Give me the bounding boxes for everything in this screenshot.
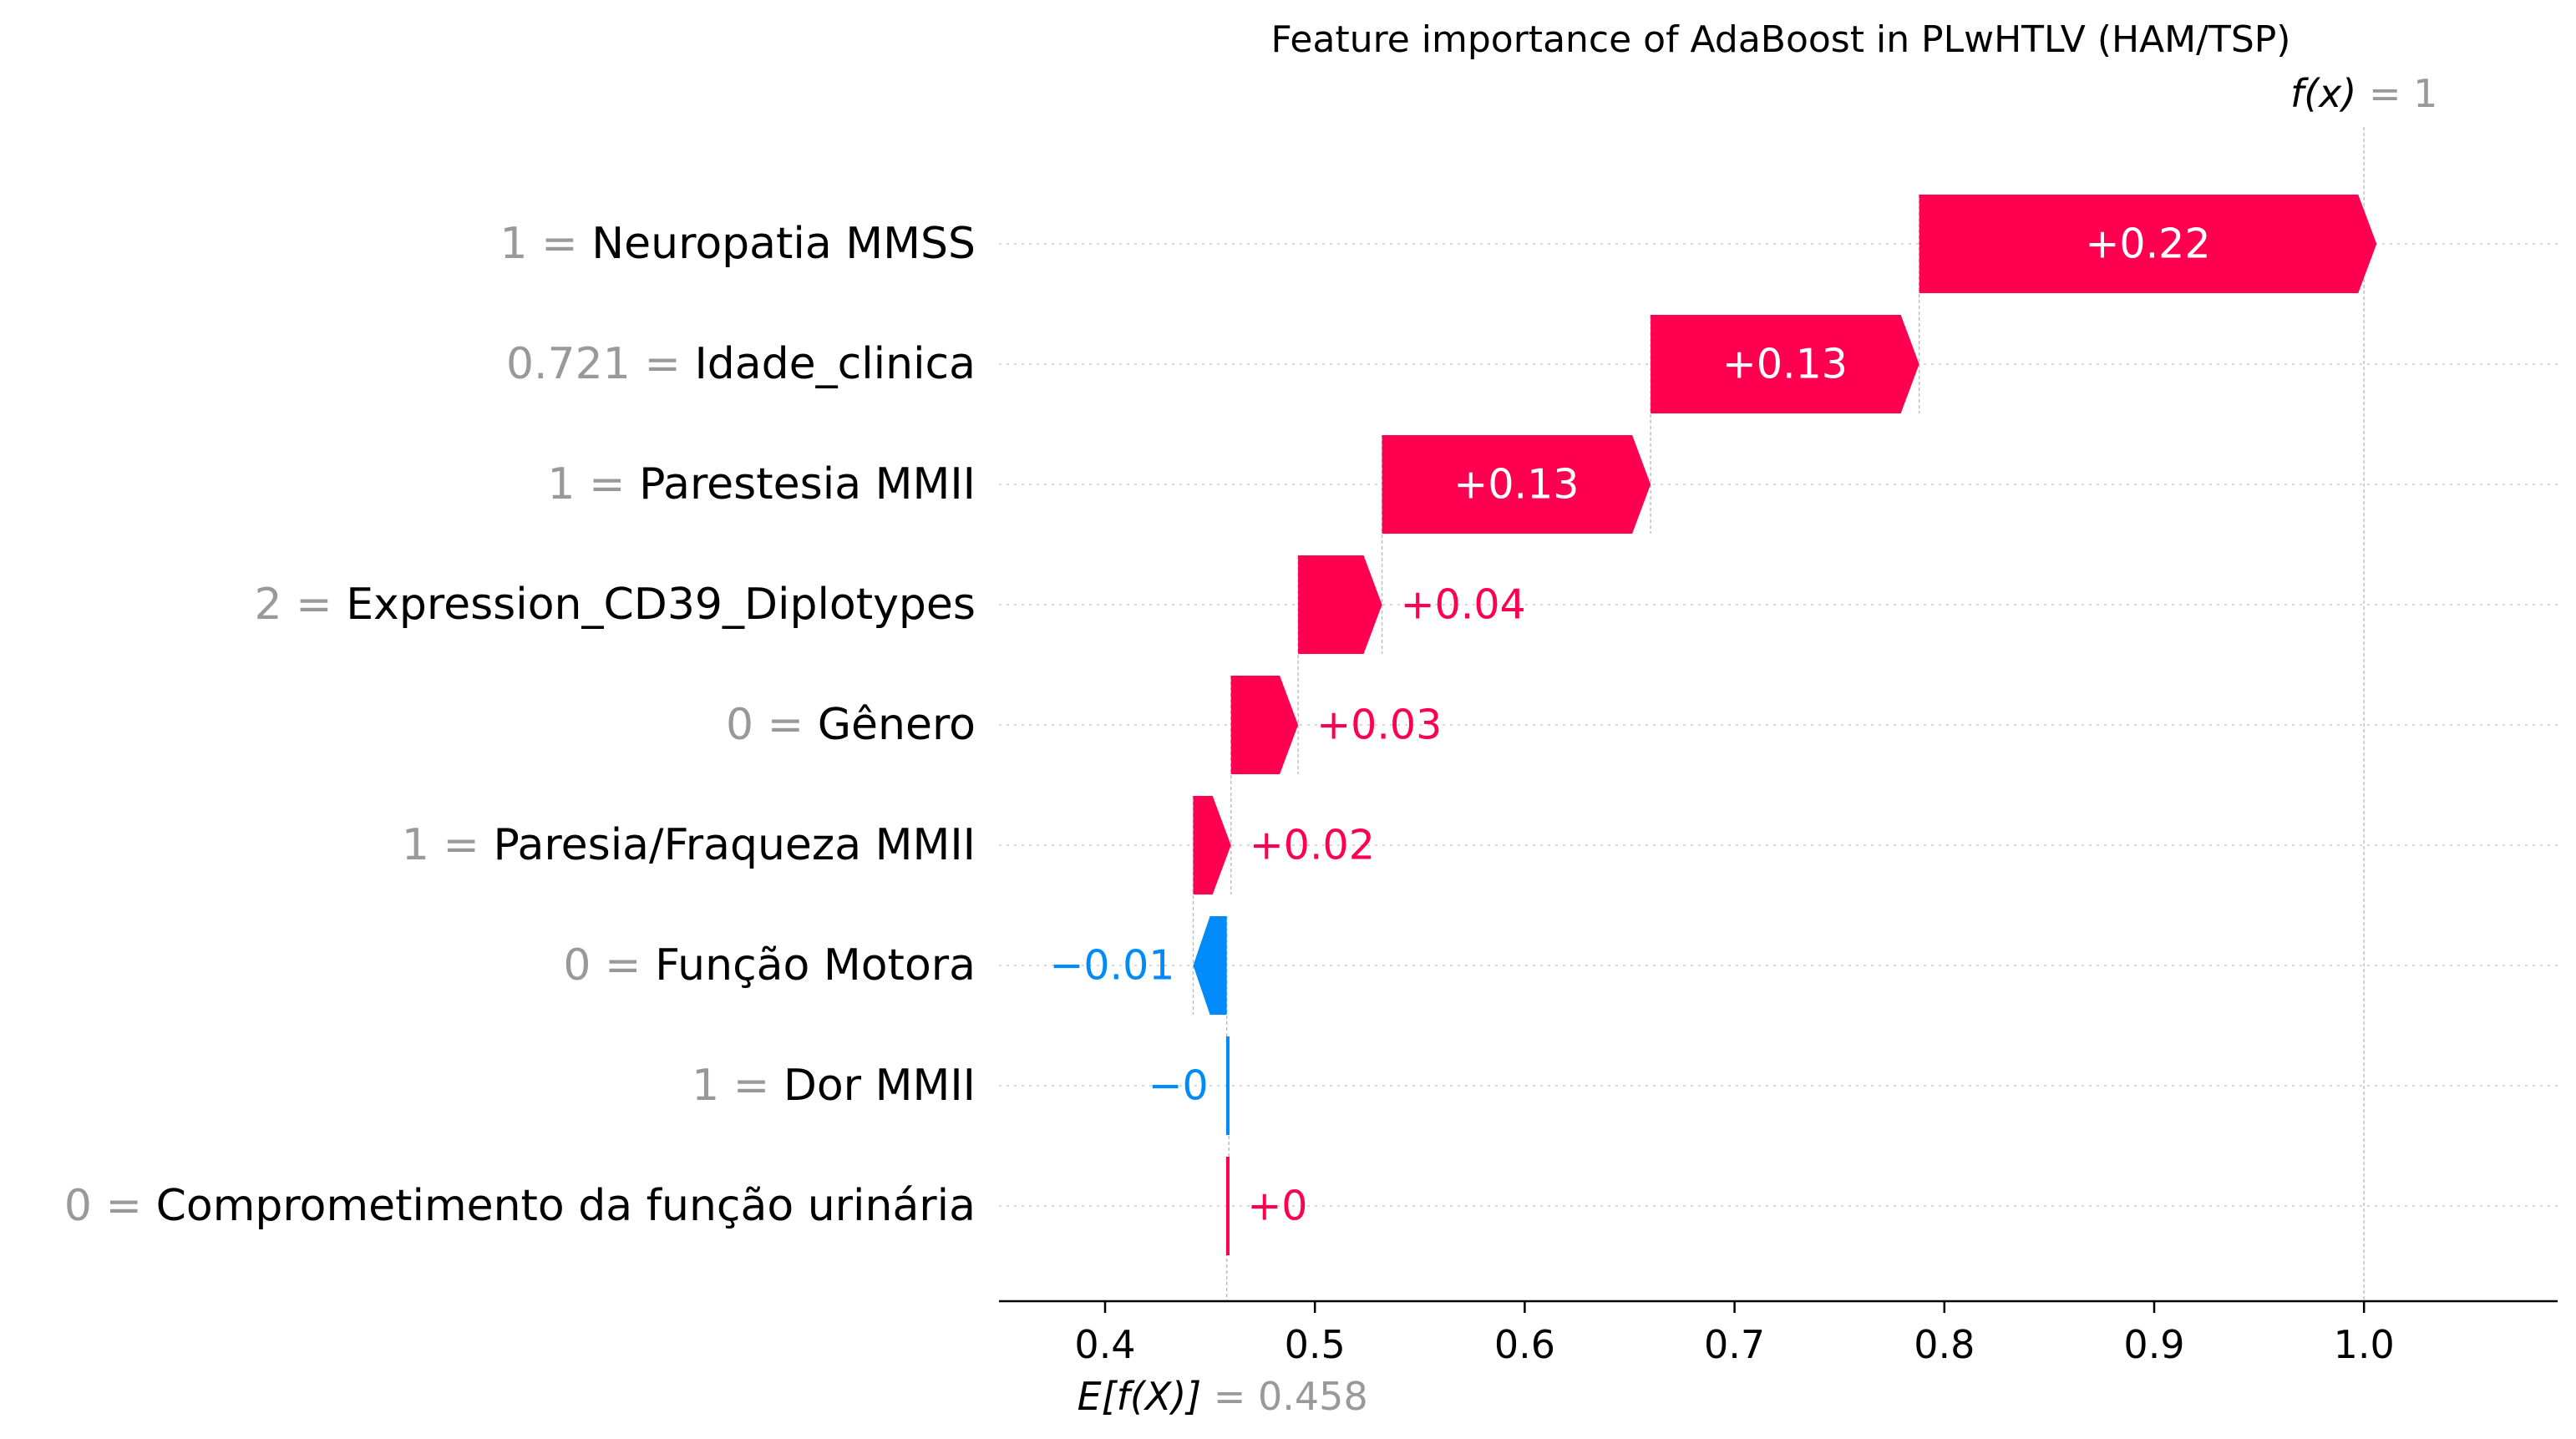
label-layer: +0.22 1 = Neuropatia MMSS +0.13 0.721 = Ida… <box>64 219 2211 1231</box>
feature-value: 0 = <box>726 700 818 750</box>
final-symbol: f(x) <box>2290 71 2369 116</box>
bar-value-label: +0.04 <box>1401 581 1526 629</box>
feature-value: 1 = <box>500 219 592 269</box>
feature-label: 0 = Função Motora <box>563 940 976 991</box>
bar-value-label: +0.13 <box>1722 341 1848 388</box>
bar-layer <box>1193 195 2377 1255</box>
feature-bar <box>1382 435 1651 534</box>
x-tick-label: 0.9 <box>2123 1322 2184 1367</box>
feature-label: 1 = Dor MMII <box>692 1061 976 1111</box>
base-value-annotation: E[f(X)] = 0.458 <box>1078 1374 1368 1419</box>
feature-name: Parestesia MMII <box>639 459 976 509</box>
final-value-annotation: f(x) = 1 <box>2290 71 2437 116</box>
feature-bar <box>1919 195 2377 293</box>
feature-value: 1 = <box>402 820 494 870</box>
feature-value: 0 = <box>563 940 655 991</box>
feature-value: 0 = <box>64 1181 156 1231</box>
x-tick-label: 0.4 <box>1074 1322 1135 1367</box>
feature-value: 1 = <box>692 1061 783 1111</box>
bar-value-label: +0.03 <box>1316 702 1442 749</box>
x-tick-label: 0.5 <box>1285 1322 1346 1367</box>
bar-value-label: +0.02 <box>1250 822 1375 869</box>
feature-bar <box>1230 676 1299 774</box>
feature-name: Gênero <box>818 700 976 750</box>
x-tick-label: 0.7 <box>1704 1322 1765 1367</box>
feature-name: Função Motora <box>655 940 976 991</box>
chart-title: Feature importance of AdaBoost in PLwHTL… <box>1271 18 2291 61</box>
bar-value-label: +0.13 <box>1453 461 1579 509</box>
feature-label: 0.721 = Idade_clinica <box>506 339 976 389</box>
feature-bar <box>1193 916 1227 1015</box>
bar-value-label: +0 <box>1247 1183 1307 1230</box>
feature-label: 0 = Gênero <box>726 700 976 750</box>
feature-bar <box>1193 796 1231 894</box>
x-axis: 0.4 0.5 0.6 0.7 0.8 0.9 1.0 E[f(X)] = 0.458 f(x)… <box>999 71 2558 1419</box>
base-value-label: = 0.458 <box>1214 1374 1368 1419</box>
feature-value: 2 = <box>254 580 346 630</box>
feature-name: Dor MMII <box>783 1061 976 1111</box>
feature-name: Expression_CD39_Diplotypes <box>346 580 976 630</box>
x-tick-label: 0.6 <box>1494 1322 1555 1367</box>
bar-value-label: −0.01 <box>1049 942 1174 990</box>
feature-value: 1 = <box>547 459 639 509</box>
final-value-label: = 1 <box>2369 71 2437 116</box>
x-tick-label: 0.8 <box>1914 1322 1975 1367</box>
base-symbol: E[f(X)] <box>1078 1374 1214 1419</box>
feature-value: 0.721 = <box>506 339 695 389</box>
bar-value-label: +0.22 <box>2085 220 2210 268</box>
feature-label: 2 = Expression_CD39_Diplotypes <box>254 580 976 630</box>
feature-label: 1 = Neuropatia MMSS <box>500 219 976 269</box>
bar-value-label: −0 <box>1148 1062 1208 1110</box>
feature-name: Neuropatia MMSS <box>591 219 976 269</box>
feature-name: Comprometimento da função urinária <box>156 1181 976 1231</box>
feature-label: 0 = Comprometimento da função urinária <box>64 1181 976 1231</box>
feature-label: 1 = Paresia/Fraqueza MMII <box>402 820 976 870</box>
x-tick-label: 1.0 <box>2334 1322 2395 1367</box>
feature-name: Paresia/Fraqueza MMII <box>494 820 976 870</box>
feature-name: Idade_clinica <box>694 339 976 389</box>
feature-bar <box>1298 555 1382 654</box>
feature-label: 1 = Parestesia MMII <box>547 459 976 509</box>
feature-bar <box>1651 315 1919 413</box>
